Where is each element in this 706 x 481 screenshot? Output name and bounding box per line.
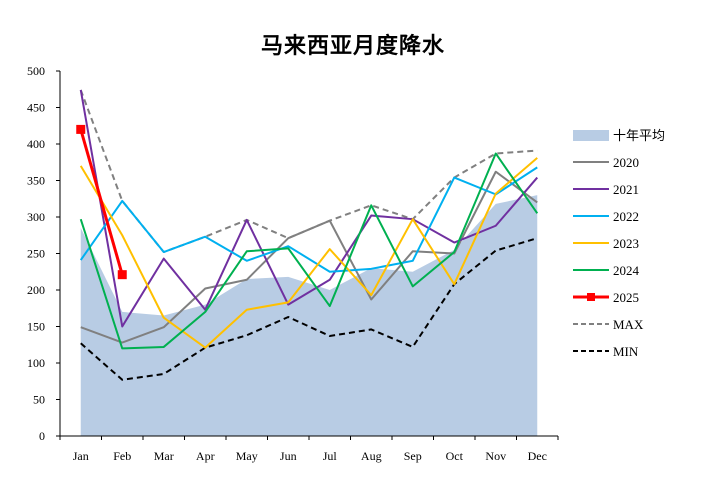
legend-label: 2025	[613, 290, 639, 305]
x-tick-label: Oct	[446, 449, 464, 463]
legend-label: MAX	[613, 317, 644, 332]
x-tick-label: Mar	[154, 449, 174, 463]
legend-item-max: MAX	[573, 317, 644, 332]
series-line-min	[80, 237, 538, 381]
y-tick-label: 350	[27, 174, 45, 188]
area-ten-year-average	[80, 195, 538, 436]
y-tick-label: 450	[27, 101, 45, 115]
x-tick-label: Sep	[404, 449, 422, 463]
legend-label: 2021	[613, 182, 639, 197]
y-tick-label: 500	[27, 64, 45, 78]
y-tick-label: 300	[27, 210, 45, 224]
legend-label: 2020	[613, 155, 639, 170]
y-tick-label: 50	[33, 393, 45, 407]
legend-item-min: MIN	[573, 344, 639, 359]
legend-item-2020: 2020	[573, 155, 639, 170]
legend-item-十年平均: 十年平均	[573, 128, 665, 143]
legend-item-2024: 2024	[573, 263, 640, 278]
legend-label: 2024	[613, 263, 640, 278]
x-tick-label: Feb	[113, 449, 131, 463]
legend-item-2022: 2022	[573, 209, 639, 224]
legend-item-2021: 2021	[573, 182, 639, 197]
x-tick-label: Jul	[323, 449, 338, 463]
series-line-max	[79, 89, 538, 254]
y-tick-label: 150	[27, 320, 45, 334]
series-line-2022	[79, 166, 538, 273]
x-tick-label: Aug	[361, 449, 382, 463]
x-tick-label: Nov	[485, 449, 506, 463]
legend-item-2023: 2023	[573, 236, 639, 251]
y-tick-label: 400	[27, 137, 45, 151]
series-point-2025	[76, 124, 86, 134]
series-line-2024	[79, 152, 539, 350]
series-line-2021	[79, 89, 539, 328]
legend-marker	[587, 293, 595, 301]
x-tick-label: Dec	[528, 449, 547, 463]
y-tick-label: 0	[39, 429, 45, 443]
y-tick-label: 100	[27, 356, 45, 370]
series-point-2025	[117, 270, 127, 280]
legend-swatch	[573, 130, 609, 141]
x-tick-label: May	[236, 449, 258, 463]
series-line-2025	[79, 128, 124, 276]
legend-item-2025: 2025	[573, 290, 639, 305]
y-tick-label: 200	[27, 283, 45, 297]
legend-label: 2023	[613, 236, 639, 251]
x-tick-label: Jun	[280, 449, 297, 463]
chart-title: 马来西亚月度降水	[260, 33, 445, 59]
x-tick-label: Jan	[73, 449, 89, 463]
legend-label: MIN	[613, 344, 639, 359]
x-tick-label: Apr	[196, 449, 215, 463]
legend-label: 2022	[613, 209, 639, 224]
y-tick-label: 250	[27, 247, 45, 261]
legend-label: 十年平均	[613, 128, 665, 143]
